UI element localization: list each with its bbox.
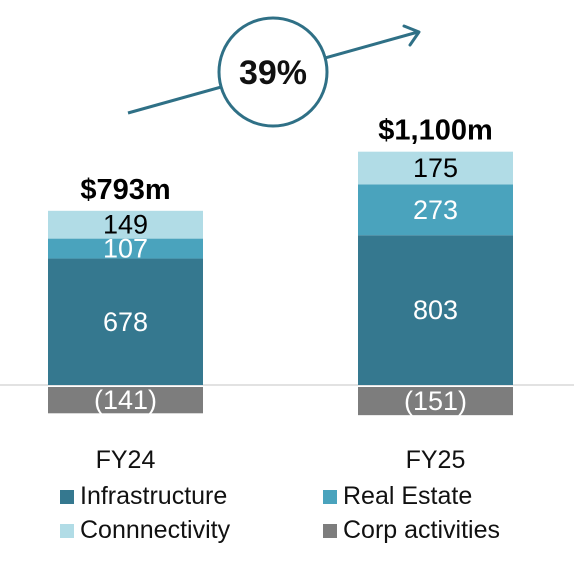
bar-segment-connnectivity-fy25 bbox=[358, 151, 513, 185]
legend-item: Infrastructure bbox=[60, 482, 227, 511]
bar-segment-infrastructure-fy24 bbox=[48, 258, 203, 385]
category-label: FY25 bbox=[406, 446, 466, 474]
bar-segment-real-estate-fy24 bbox=[48, 238, 203, 259]
legend-swatch bbox=[60, 523, 74, 538]
growth-indicator: 39% bbox=[127, 16, 421, 128]
bar-total-label: $1,100m bbox=[378, 115, 493, 147]
bar-segment-real-estate-fy25 bbox=[358, 184, 513, 236]
segment-value-label: (141) bbox=[94, 385, 157, 415]
growth-arrowhead bbox=[402, 24, 421, 47]
category-label-group: FY24 FY25 bbox=[96, 446, 466, 474]
legend-swatch bbox=[323, 523, 337, 538]
legend-label: Infrastructure bbox=[80, 482, 228, 510]
total-label-group: $793m $1,100m bbox=[80, 115, 492, 206]
bar-segment-connnectivity-fy24 bbox=[48, 210, 203, 239]
bar-segment-corp-activities-fy24 bbox=[48, 387, 203, 414]
category-label: FY24 bbox=[96, 446, 156, 474]
legend: Infrastructure Real Estate Connnectivity Co… bbox=[60, 482, 560, 552]
legend-swatch bbox=[323, 489, 337, 504]
segment-value-label: 149 bbox=[103, 210, 148, 240]
legend-label: Corp activities bbox=[343, 516, 500, 544]
segment-value-label: (151) bbox=[404, 386, 467, 416]
bar-segment-corp-activities-fy25 bbox=[358, 387, 513, 416]
segment-value-label: 107 bbox=[103, 234, 148, 264]
legend-label: Real Estate bbox=[343, 482, 473, 510]
legend-label: Connnectivity bbox=[80, 516, 231, 544]
bar-segment-infrastructure-fy25 bbox=[358, 235, 513, 385]
segment-value-label: 803 bbox=[413, 295, 458, 325]
legend-swatch bbox=[60, 489, 74, 504]
legend-item: Real Estate bbox=[323, 482, 472, 511]
bar-group bbox=[48, 151, 513, 416]
legend-item: Connnectivity bbox=[60, 516, 230, 545]
legend-item: Corp activities bbox=[323, 516, 500, 545]
segment-value-label: 175 bbox=[413, 153, 458, 183]
bar-total-label: $793m bbox=[80, 174, 170, 206]
growth-label: 39% bbox=[239, 54, 307, 92]
growth-circle bbox=[217, 16, 329, 128]
segment-value-label: 678 bbox=[103, 307, 148, 337]
segment-value-label: 273 bbox=[413, 195, 458, 225]
